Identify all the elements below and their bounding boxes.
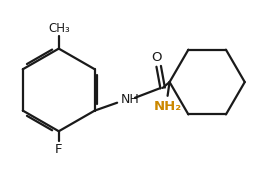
Text: F: F <box>55 143 62 156</box>
Text: NH₂: NH₂ <box>154 100 182 113</box>
Text: NH: NH <box>121 93 140 106</box>
Text: CH₃: CH₃ <box>48 22 70 35</box>
Text: O: O <box>152 51 162 64</box>
